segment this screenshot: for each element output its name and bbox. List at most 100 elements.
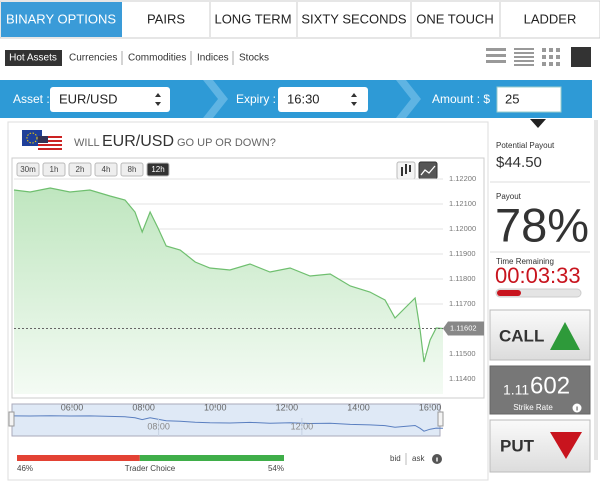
payout-label: Payout bbox=[496, 192, 522, 201]
tab-separators bbox=[209, 2, 501, 37]
y-tick-label: 1.11800 bbox=[449, 274, 476, 283]
trader-choice-label: Trader Choice bbox=[125, 464, 176, 473]
time-remaining-value: 00:03:33 bbox=[495, 263, 581, 288]
filter[interactable]: Commodities bbox=[128, 53, 186, 64]
strike-label: Strike Rate bbox=[513, 403, 553, 412]
navigator-tick-label: 16:00 bbox=[419, 402, 442, 412]
info-glyph bbox=[436, 457, 438, 462]
y-tick-label: 1.11500 bbox=[449, 349, 476, 358]
navigator-handle[interactable] bbox=[437, 411, 444, 427]
put-label[interactable]: PUT bbox=[500, 436, 535, 455]
asset-label: Asset : bbox=[13, 92, 50, 106]
price-area bbox=[14, 188, 443, 394]
call-button[interactable] bbox=[489, 309, 591, 361]
payout-value: 78% bbox=[495, 198, 589, 251]
timeframe-label[interactable]: 2h bbox=[76, 165, 85, 174]
timeframe-label[interactable]: 4h bbox=[102, 165, 111, 174]
navigator-label: 12:00 bbox=[291, 421, 314, 431]
navigator-tick-label: 10:00 bbox=[204, 402, 227, 412]
trader-choice: 46% Trader Choice 54% bbox=[17, 455, 284, 473]
asset-select[interactable] bbox=[50, 87, 170, 112]
time-remaining-label: Time Remaining bbox=[496, 257, 554, 266]
y-tick-label: 1.12200 bbox=[449, 174, 476, 183]
timeframe-label[interactable]: 1h bbox=[50, 165, 59, 174]
potential-payout-value: $44.50 bbox=[496, 154, 542, 171]
filter[interactable]: Currencies bbox=[69, 53, 117, 64]
timeframe-button[interactable] bbox=[146, 162, 170, 177]
tab[interactable]: PAIRS bbox=[147, 11, 185, 26]
expiry-label: Expiry : bbox=[236, 92, 276, 106]
y-tick-label: 1.11400 bbox=[449, 374, 476, 383]
question-suffix: GO UP OR DOWN? bbox=[177, 137, 276, 149]
expiry-value[interactable]: 16:30 bbox=[287, 91, 320, 106]
timeframe-button[interactable] bbox=[42, 162, 66, 177]
select-arrow bbox=[155, 93, 161, 106]
chevron bbox=[203, 80, 228, 118]
plot: 1.12200 1.12100 1.12000 1.11900 1.11800 1.117… bbox=[8, 174, 484, 437]
flag bbox=[22, 130, 62, 150]
asset-value[interactable]: EUR/USD bbox=[59, 91, 118, 106]
buy-label: 54% bbox=[268, 464, 284, 473]
tab[interactable]: ONE TOUCH bbox=[416, 11, 494, 26]
navigator-label: 08:00 bbox=[147, 421, 170, 431]
timeframe-button[interactable] bbox=[16, 162, 40, 177]
navigator-tick-label: 08:00 bbox=[132, 402, 155, 412]
timeframes: 30m 1h 2h 4h 8h 12h bbox=[16, 162, 170, 177]
navigator-handle[interactable] bbox=[8, 411, 15, 427]
timeframe-label[interactable]: 8h bbox=[128, 165, 137, 174]
potential-payout-label: Potential Payout bbox=[496, 141, 555, 150]
select-arrow bbox=[351, 93, 357, 106]
y-tick-label: 1.12000 bbox=[449, 224, 476, 233]
buy-bar bbox=[139, 455, 284, 461]
y-tick-label: 1.11900 bbox=[449, 249, 476, 258]
navigator-tick-label: 14:00 bbox=[347, 402, 370, 412]
navigator-line bbox=[13, 415, 444, 432]
timeframe-button[interactable] bbox=[68, 162, 92, 177]
navigator-tick-label: 06:00 bbox=[61, 402, 84, 412]
view-icons[interactable] bbox=[486, 47, 591, 67]
filter-separators bbox=[121, 51, 234, 65]
chevron bbox=[396, 80, 421, 118]
tab-active-bg bbox=[1, 2, 122, 37]
call-label[interactable]: CALL bbox=[499, 326, 544, 345]
current-price-tag bbox=[443, 321, 484, 336]
strike-pips: 602 bbox=[530, 372, 570, 399]
question-asset: EUR/USD bbox=[102, 133, 174, 150]
navigator-tick-label: 12:00 bbox=[276, 402, 299, 412]
expiry-select[interactable] bbox=[278, 87, 368, 112]
question-prefix: WILL bbox=[74, 137, 100, 149]
y-tick-label: 1.12100 bbox=[449, 199, 476, 208]
timer-fill bbox=[497, 290, 521, 296]
price-line bbox=[13, 187, 444, 363]
timeframe-button[interactable] bbox=[94, 162, 118, 177]
filter-active-bg bbox=[5, 50, 62, 66]
pointer bbox=[530, 119, 546, 128]
sell-label: 46% bbox=[17, 464, 33, 473]
timeframe-button[interactable] bbox=[120, 162, 144, 177]
strike-prefix: 1.11 bbox=[503, 382, 529, 398]
amount-value[interactable]: 25 bbox=[505, 91, 519, 106]
scrollbar bbox=[594, 120, 598, 460]
tab[interactable]: LADDER bbox=[524, 11, 577, 26]
ask[interactable]: ask bbox=[412, 454, 425, 463]
timeframe-label[interactable]: 30m bbox=[20, 165, 36, 174]
call-arrow[interactable] bbox=[550, 322, 580, 350]
chart-type-icons[interactable] bbox=[396, 161, 438, 180]
y-tick-label: 1.11700 bbox=[449, 299, 476, 308]
filter[interactable]: Stocks bbox=[239, 53, 269, 64]
tab[interactable]: SIXTY SECONDS bbox=[301, 11, 407, 26]
amount-input[interactable] bbox=[496, 86, 562, 113]
info-glyph bbox=[576, 406, 578, 411]
put-arrow[interactable] bbox=[550, 432, 582, 459]
tab[interactable]: LONG TERM bbox=[214, 11, 291, 26]
sell-bar bbox=[17, 455, 140, 461]
filter[interactable]: Indices bbox=[197, 53, 229, 64]
current-price-label: 1.11602 bbox=[450, 323, 477, 332]
tab[interactable]: BINARY OPTIONS bbox=[6, 11, 116, 26]
filter[interactable]: Hot Assets bbox=[9, 53, 57, 64]
bid[interactable]: bid bbox=[390, 454, 401, 463]
amount-label: Amount : $ bbox=[432, 92, 490, 106]
timeframe-label[interactable]: 12h bbox=[151, 165, 164, 174]
